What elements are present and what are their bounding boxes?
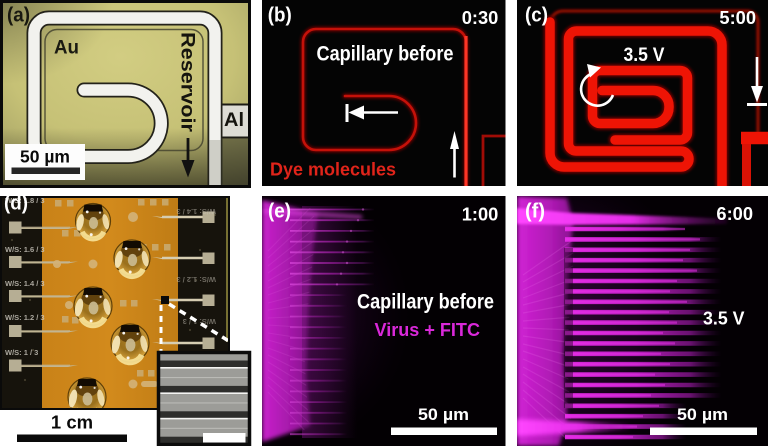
svg-text:Reservoir: Reservoir [177, 32, 198, 133]
svg-text:6:00: 6:00 [716, 203, 753, 224]
svg-text:Al: Al [224, 110, 244, 131]
svg-text:Capillary before: Capillary before [317, 43, 454, 66]
svg-text:50 µm: 50 µm [20, 147, 70, 167]
svg-text:(e): (e) [268, 201, 291, 223]
svg-text:(c): (c) [525, 5, 548, 27]
svg-text:W/S: 1.4 / 3: W/S: 1.4 / 3 [176, 207, 216, 216]
svg-text:W/S: 1.6 / 3: W/S: 1.6 / 3 [5, 245, 45, 254]
svg-text:(f): (f) [525, 201, 545, 223]
svg-text:0:30: 0:30 [462, 7, 499, 28]
svg-text:50 µm: 50 µm [418, 406, 469, 424]
svg-text:(b): (b) [268, 5, 292, 27]
svg-text:Virus + FITC: Virus + FITC [375, 320, 481, 340]
svg-text:3.5 V: 3.5 V [703, 309, 745, 329]
svg-text:Au: Au [54, 37, 79, 59]
svg-text:W/S: 1.4 / 3: W/S: 1.4 / 3 [5, 279, 45, 288]
svg-text:(a): (a) [7, 4, 30, 26]
svg-text:W/S: 1.2 / 3: W/S: 1.2 / 3 [176, 275, 216, 284]
svg-text:Capillary before: Capillary before [357, 291, 494, 314]
svg-text:1 cm: 1 cm [51, 412, 93, 433]
svg-text:Dye molecules: Dye molecules [270, 159, 396, 180]
svg-text:1:00: 1:00 [462, 203, 499, 224]
svg-text:5:00: 5:00 [719, 7, 756, 28]
svg-text:50 µm: 50 µm [677, 406, 728, 424]
svg-text:W/S: 1 / 3: W/S: 1 / 3 [5, 348, 38, 357]
svg-text:(d): (d) [4, 193, 28, 215]
svg-text:W/S: 1.8 / 3: W/S: 1.8 / 3 [5, 196, 45, 205]
svg-text:W/S: 1.2 / 3: W/S: 1.2 / 3 [5, 313, 45, 322]
svg-text:3.5 V: 3.5 V [624, 44, 665, 66]
svg-text:W/S: 1 / 3: W/S: 1 / 3 [183, 317, 216, 326]
